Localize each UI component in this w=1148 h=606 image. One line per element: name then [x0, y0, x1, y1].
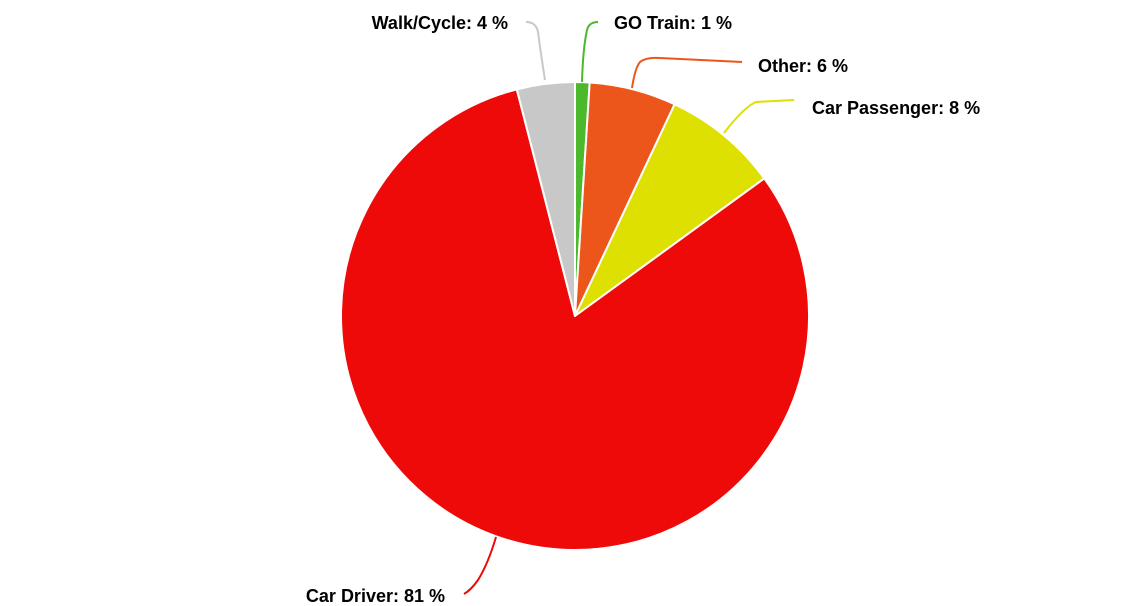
data-label-other: Other: 6 % — [758, 56, 848, 76]
data-label-car-passenger: Car Passenger: 8 % — [812, 98, 980, 118]
data-label-walk-cycle: Walk/Cycle: 4 % — [372, 13, 508, 33]
connector-walk-cycle — [526, 22, 545, 80]
connector-car-driver — [464, 537, 496, 594]
connector-go-train — [582, 22, 598, 82]
data-label-car-driver: Car Driver: 81 % — [306, 586, 445, 606]
connector-other — [632, 58, 742, 88]
connector-car-passenger — [724, 100, 794, 133]
data-label-go-train: GO Train: 1 % — [614, 13, 732, 33]
pie-slices — [341, 82, 809, 550]
